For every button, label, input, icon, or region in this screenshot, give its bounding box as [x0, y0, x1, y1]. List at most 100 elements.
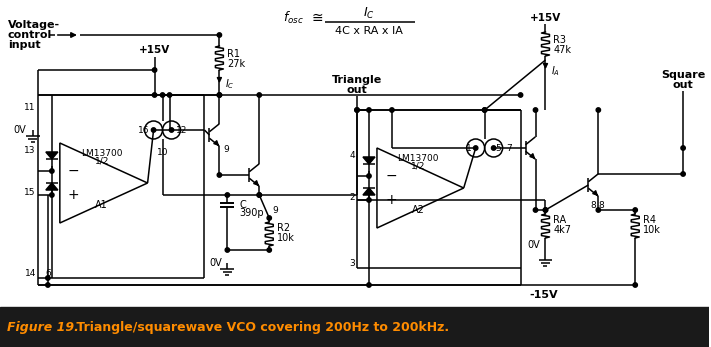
Circle shape [217, 33, 222, 37]
Text: 0V: 0V [209, 258, 222, 268]
Circle shape [169, 128, 173, 132]
Text: 3: 3 [349, 259, 355, 268]
Text: 9: 9 [272, 205, 278, 214]
Circle shape [483, 108, 487, 112]
Text: Triangle/squarewave VCO covering 200Hz to 200kHz.: Triangle/squarewave VCO covering 200Hz t… [72, 321, 449, 333]
Circle shape [596, 208, 601, 212]
Text: $I_C$: $I_C$ [225, 77, 235, 91]
Text: 14: 14 [24, 269, 36, 278]
Circle shape [681, 172, 685, 176]
Text: -15V: -15V [529, 290, 558, 300]
Text: −: − [68, 164, 80, 178]
Text: 16: 16 [138, 126, 149, 135]
Text: 7: 7 [507, 144, 513, 152]
Text: 5: 5 [496, 144, 501, 152]
Circle shape [533, 108, 538, 112]
Text: 10: 10 [157, 148, 169, 157]
Text: 8: 8 [599, 201, 604, 210]
Circle shape [367, 283, 371, 287]
Circle shape [152, 93, 156, 97]
Circle shape [390, 108, 394, 112]
Text: Triangle: Triangle [332, 75, 382, 85]
Text: +15V: +15V [530, 13, 561, 23]
Circle shape [167, 93, 172, 97]
Bar [0, 307, 709, 347]
Circle shape [533, 208, 538, 212]
Circle shape [633, 283, 638, 287]
Text: 15: 15 [24, 187, 36, 196]
Circle shape [151, 128, 156, 132]
Text: input: input [8, 40, 41, 50]
Text: LM13700: LM13700 [397, 153, 439, 162]
Circle shape [46, 283, 50, 287]
Circle shape [46, 276, 50, 280]
Text: R3: R3 [553, 35, 567, 45]
Circle shape [474, 146, 478, 150]
Polygon shape [363, 157, 375, 164]
Circle shape [596, 108, 601, 112]
Text: 0V: 0V [527, 240, 540, 250]
Text: 27k: 27k [228, 59, 245, 69]
Text: out: out [347, 85, 368, 95]
Circle shape [355, 108, 359, 112]
Text: 12: 12 [176, 126, 187, 135]
Text: R2: R2 [277, 223, 290, 233]
Text: $I_A$: $I_A$ [552, 64, 560, 78]
Text: 1/2: 1/2 [411, 161, 425, 170]
Circle shape [225, 248, 230, 252]
Text: LM13700: LM13700 [81, 149, 122, 158]
Circle shape [257, 193, 262, 197]
Text: 4C x RA x IA: 4C x RA x IA [335, 26, 403, 36]
Text: ≅: ≅ [311, 11, 323, 25]
Circle shape [681, 146, 685, 150]
Text: 13: 13 [24, 145, 36, 154]
Circle shape [161, 93, 165, 97]
Text: R1: R1 [228, 49, 240, 59]
Text: 8: 8 [590, 201, 596, 210]
Text: $I_C$: $I_C$ [363, 6, 375, 20]
Circle shape [217, 173, 222, 177]
Circle shape [355, 108, 359, 112]
Circle shape [367, 108, 371, 112]
Text: A1: A1 [95, 200, 108, 210]
Polygon shape [363, 188, 375, 195]
Text: −: − [385, 169, 397, 183]
Circle shape [217, 93, 222, 97]
Text: out: out [673, 80, 693, 90]
Circle shape [543, 208, 547, 212]
Text: +: + [68, 188, 80, 202]
Text: 4: 4 [349, 151, 355, 160]
Text: R4: R4 [643, 215, 656, 225]
Text: Voltage-: Voltage- [8, 20, 60, 30]
Circle shape [50, 193, 54, 197]
Circle shape [267, 248, 272, 252]
Text: 10k: 10k [643, 225, 661, 235]
Text: A2: A2 [412, 205, 424, 215]
Circle shape [633, 208, 638, 212]
Text: 1: 1 [466, 144, 471, 152]
Circle shape [543, 208, 547, 212]
Circle shape [257, 93, 262, 97]
Circle shape [257, 193, 262, 197]
Text: 390p: 390p [240, 208, 264, 218]
Polygon shape [46, 152, 58, 159]
Circle shape [217, 93, 222, 97]
Text: 9: 9 [223, 144, 229, 153]
Text: C: C [240, 200, 246, 210]
Polygon shape [46, 183, 58, 190]
Text: 0V: 0V [14, 125, 26, 135]
Text: RA: RA [553, 215, 567, 225]
Circle shape [50, 169, 54, 173]
Text: $f_{osc}$: $f_{osc}$ [283, 10, 304, 26]
Circle shape [152, 68, 156, 72]
Text: 1/2: 1/2 [95, 156, 109, 166]
Text: Figure 19.: Figure 19. [7, 321, 79, 333]
Circle shape [367, 198, 371, 202]
Text: 47k: 47k [553, 45, 572, 55]
Text: 10k: 10k [277, 233, 295, 243]
Circle shape [483, 108, 487, 112]
Text: control: control [8, 30, 52, 40]
Circle shape [518, 93, 523, 97]
Circle shape [367, 174, 371, 178]
Text: 6: 6 [45, 269, 50, 278]
